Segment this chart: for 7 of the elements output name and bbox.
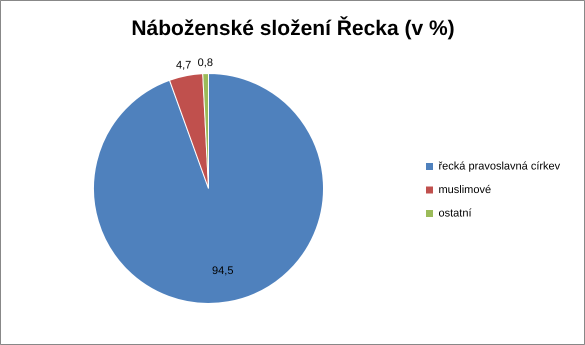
chart-title: Náboženské složení Řecka (v %) (131, 16, 455, 40)
data-label: 94,5 (212, 265, 234, 278)
legend-label: řecká pravoslavná církev (438, 160, 561, 172)
data-label: 0,8 (198, 57, 213, 70)
legend-label: ostatní (438, 208, 472, 220)
data-label: 4,7 (176, 59, 192, 72)
legend-label: muslimové (438, 184, 492, 196)
